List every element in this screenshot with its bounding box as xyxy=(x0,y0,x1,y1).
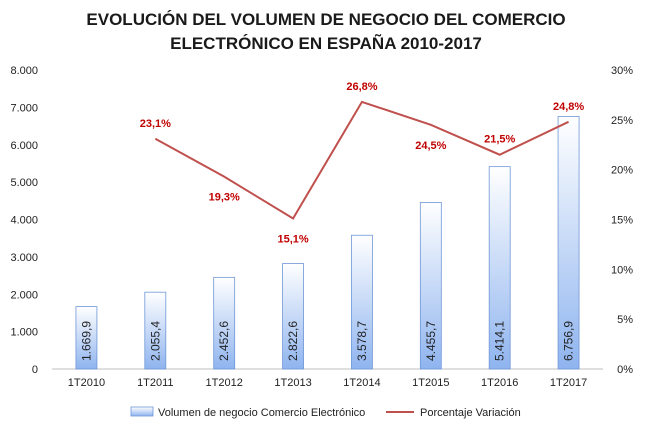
chart-title-line-1: EVOLUCIÓN DEL VOLUMEN DE NEGOCIO DEL COM… xyxy=(86,10,566,29)
line-data-label: 23,1% xyxy=(140,118,171,130)
line-data-label: 21,5% xyxy=(484,134,515,146)
bar-value-label: 2.822,6 xyxy=(286,321,300,361)
x-tick-label: 1T2015 xyxy=(412,377,449,389)
chart-title-line-2: ELECTRÓNICO EN ESPAÑA 2010-2017 xyxy=(170,34,482,53)
line-data-label: 24,8% xyxy=(553,101,584,113)
x-tick-label: 1T2014 xyxy=(343,377,380,389)
bar xyxy=(144,291,167,370)
line-data-label: 19,3% xyxy=(209,192,240,204)
bar xyxy=(282,263,304,370)
y-right-tick-label: 25% xyxy=(611,115,633,127)
line-series-variacion xyxy=(154,100,569,220)
x-tick-label: 1T2010 xyxy=(68,377,105,389)
bar-value-label: 2.055,4 xyxy=(148,321,162,361)
x-tick-label: 1T2012 xyxy=(206,377,243,389)
y-left-tick-label: 2.000 xyxy=(10,289,38,301)
bar xyxy=(419,202,442,370)
x-tick-label: 1T2013 xyxy=(274,377,311,389)
bar-value-label: 1.669,9 xyxy=(79,321,93,361)
x-tick-label: 1T2017 xyxy=(550,377,587,389)
y-right-tick-label: 0% xyxy=(617,364,633,376)
y-right-tick-label: 30% xyxy=(611,65,633,77)
bar-value-label: 6.756,9 xyxy=(562,321,576,361)
y-right-tick-label: 15% xyxy=(611,215,633,227)
y-right-tick-label: 10% xyxy=(611,264,633,276)
x-tick-label: 1T2011 xyxy=(137,377,174,389)
bar xyxy=(75,306,98,370)
bar xyxy=(557,116,580,370)
y-right-tick-label: 20% xyxy=(611,165,633,177)
y-left-tick-label: 1.000 xyxy=(10,327,38,339)
line-data-label: 15,1% xyxy=(277,234,308,246)
line-data-label: 24,5% xyxy=(415,140,446,152)
y-right-tick-label: 5% xyxy=(617,314,633,326)
line-data-label: 26,8% xyxy=(346,81,377,93)
bar xyxy=(488,166,511,370)
y-left-tick-label: 6.000 xyxy=(10,140,38,152)
x-tick-label: 1T2016 xyxy=(481,377,518,389)
legend-bar-label: Volumen de negocio Comercio Electrónico xyxy=(158,407,365,419)
y-left-tick-label: 0 xyxy=(32,364,38,376)
bar-value-label: 2.452,6 xyxy=(217,321,231,361)
y-left-tick-label: 5.000 xyxy=(10,177,38,189)
bar-value-label: 4.455,7 xyxy=(424,321,438,361)
y-left-tick-label: 3.000 xyxy=(10,252,38,264)
bar xyxy=(213,276,236,370)
bar-value-label: 5.414,1 xyxy=(493,321,507,361)
legend-line-label: Porcentaje Variación xyxy=(420,407,521,419)
legend-bar-swatch xyxy=(130,406,154,417)
y-left-tick-label: 4.000 xyxy=(10,215,38,227)
bar-value-label: 3.578,7 xyxy=(355,321,369,361)
bar xyxy=(351,234,373,370)
y-left-tick-label: 7.000 xyxy=(10,102,38,114)
y-left-tick-label: 8.000 xyxy=(10,65,38,77)
